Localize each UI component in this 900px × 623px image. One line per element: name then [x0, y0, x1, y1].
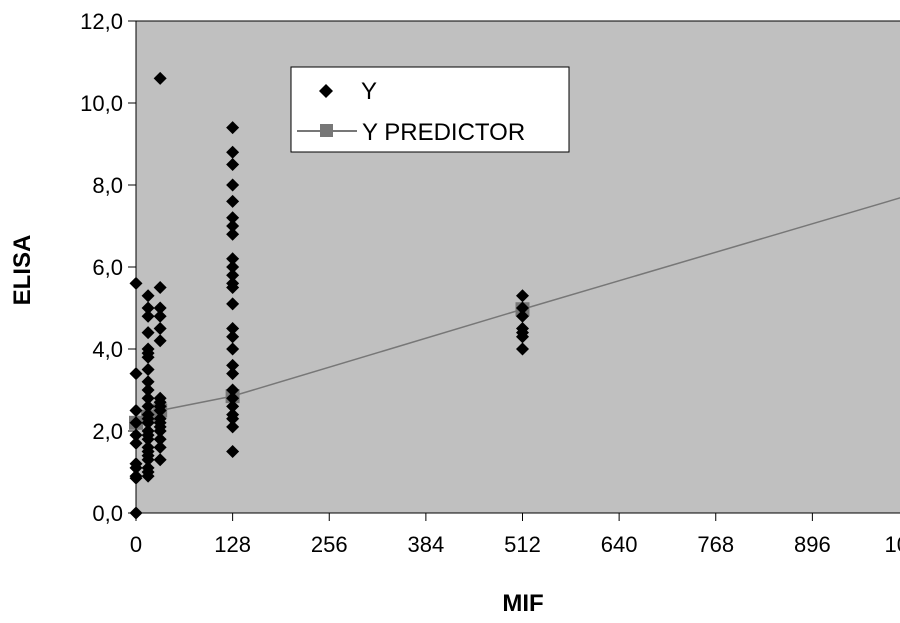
x-tick-label: 128 [214, 532, 251, 557]
legend-y-label: Y [361, 78, 377, 105]
y-tick-label: 6,0 [92, 255, 123, 280]
y-tick-label: 2,0 [92, 419, 123, 444]
legend-predictor-marker [320, 124, 333, 137]
y-axis-ticks: 0,0 2,0 4,0 6,0 8,0 10,0 12,0 [80, 9, 136, 526]
x-tick-label: 0 [130, 532, 142, 557]
x-tick-label: 512 [504, 532, 541, 557]
legend: Y Y PREDICTOR [291, 67, 569, 152]
y-tick-label: 10,0 [80, 91, 123, 116]
y-tick-label: 0,0 [92, 501, 123, 526]
x-tick-label: 384 [408, 532, 445, 557]
y-axis-title: ELISA [9, 235, 36, 306]
x-tick-label: 1024 [885, 532, 900, 557]
x-axis-title: MIF [502, 590, 543, 617]
legend-predictor-label: Y PREDICTOR [362, 119, 525, 146]
x-tick-label: 640 [601, 532, 638, 557]
x-tick-label: 768 [697, 532, 734, 557]
y-tick-label: 4,0 [92, 337, 123, 362]
x-tick-label: 896 [794, 532, 831, 557]
y-tick-label: 8,0 [92, 173, 123, 198]
x-tick-label: 256 [311, 532, 348, 557]
y-tick-label: 12,0 [80, 9, 123, 34]
x-axis-ticks: 0 128 256 384 512 640 768 896 1024 [130, 513, 900, 557]
